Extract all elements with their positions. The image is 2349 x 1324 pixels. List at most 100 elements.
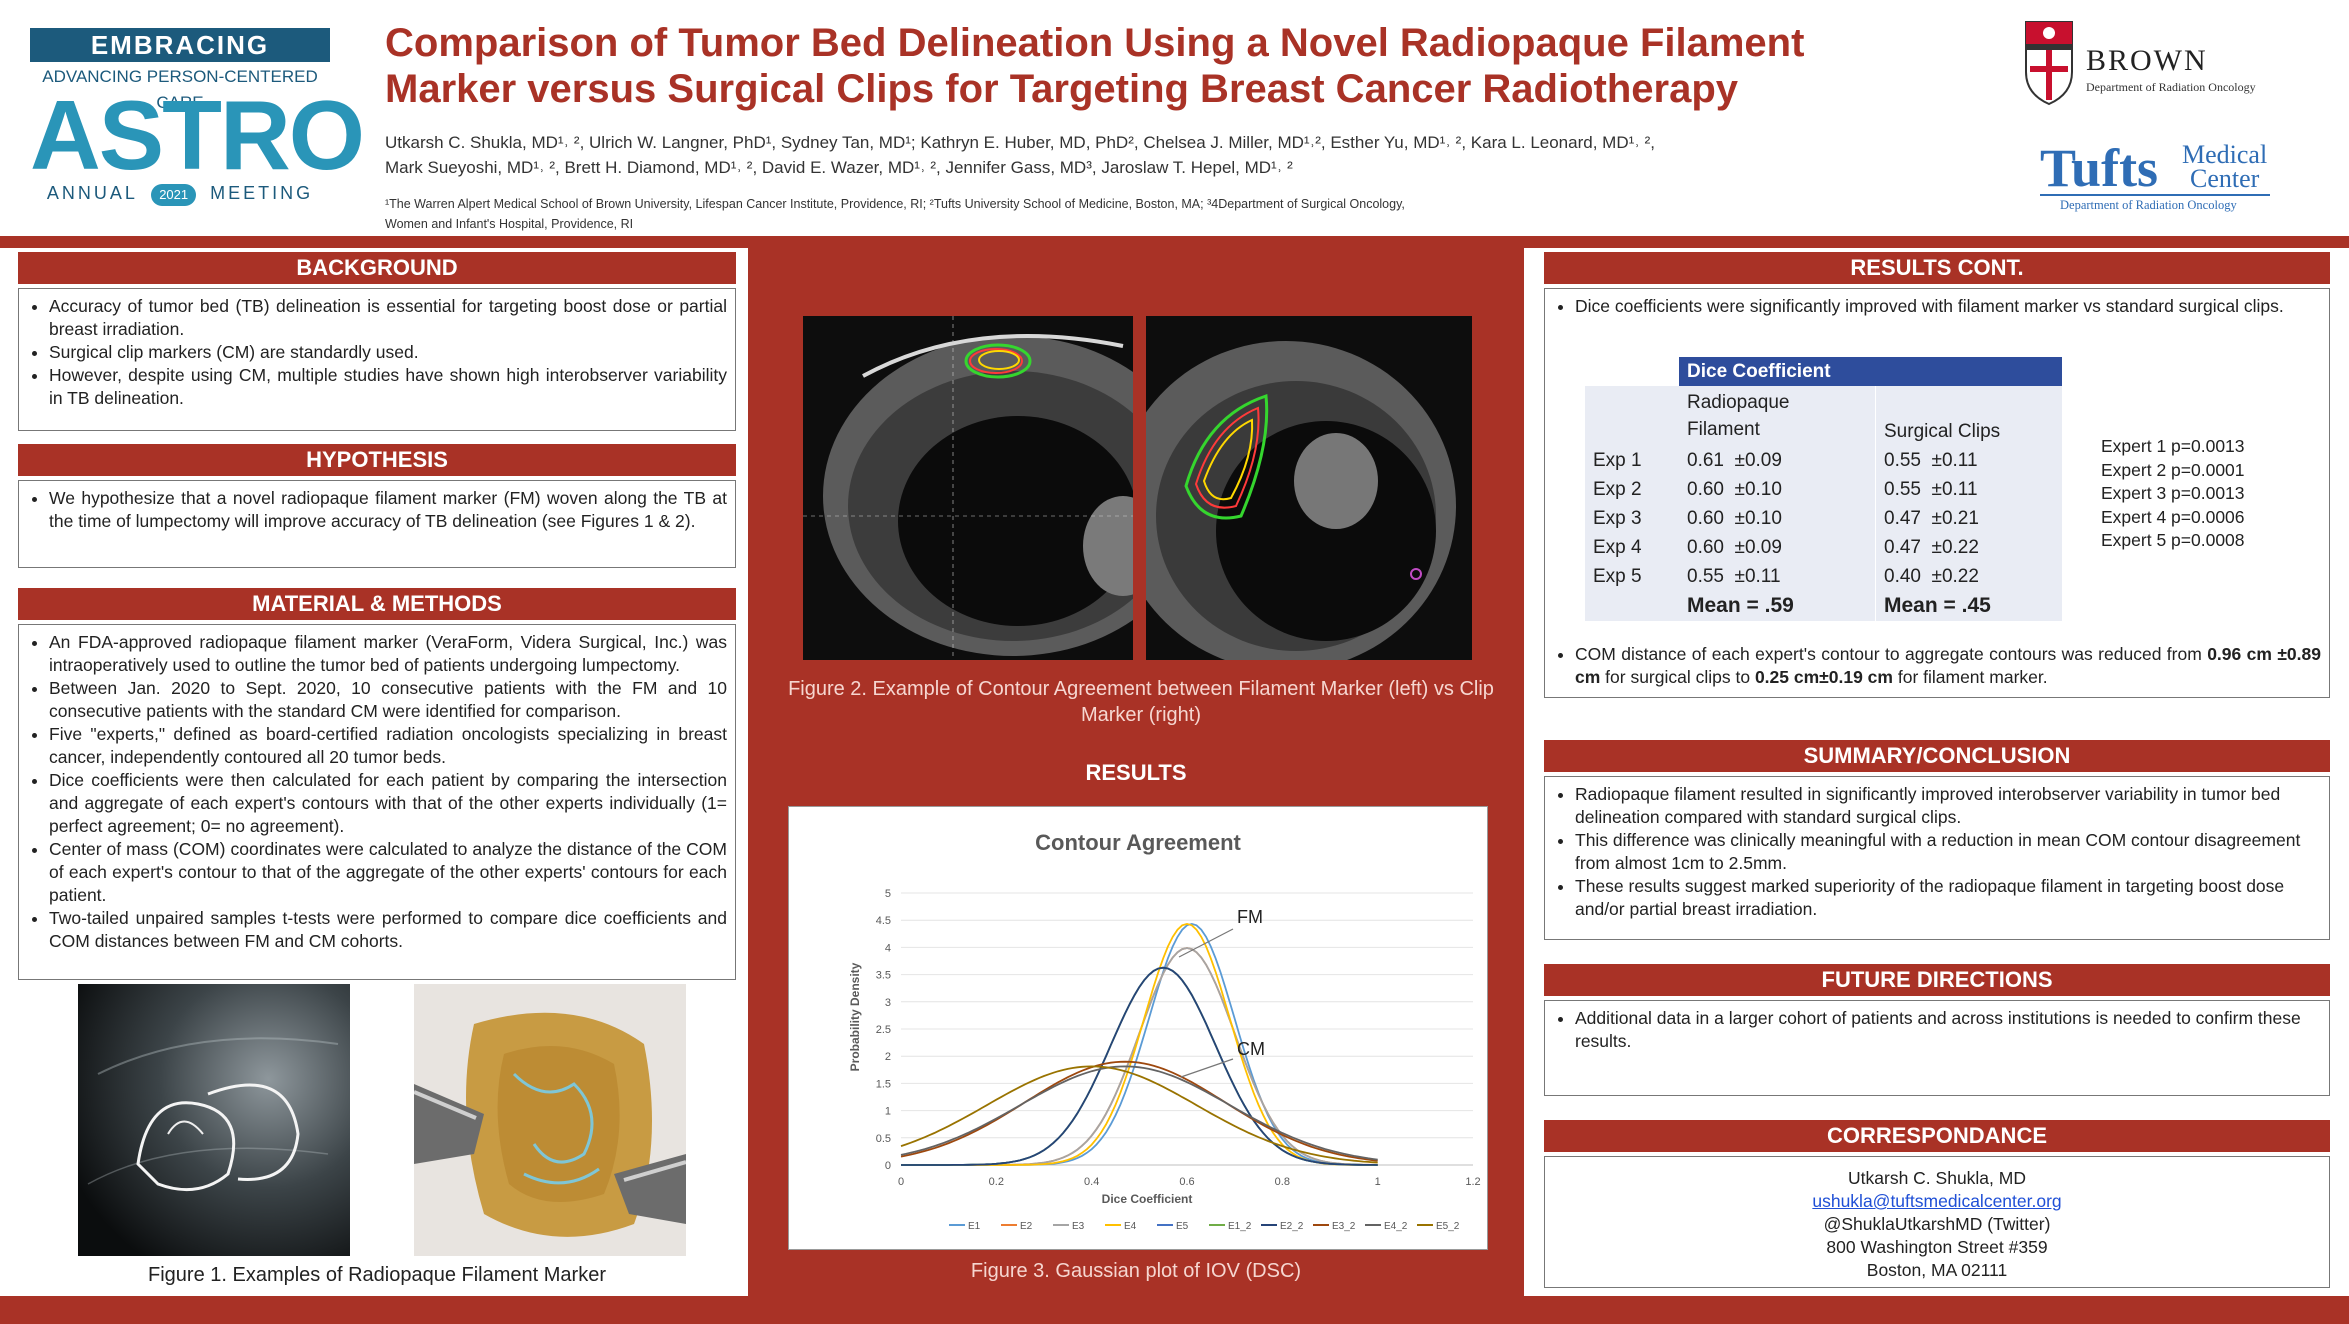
x-tick-label: 1 (1375, 1176, 1381, 1188)
contact-name: Utkarsh C. Shukla, MD (1848, 1168, 2026, 1188)
x-tick-label: 0.8 (1275, 1176, 1290, 1188)
row-label: Exp 5 (1585, 562, 1679, 591)
chart-title: Contour Agreement (1035, 830, 1241, 855)
authors-line2: Mark Sueyoshi, MD¹˒ ², Brett H. Diamond,… (385, 158, 1293, 177)
list-item: Dice coefficients were then calculated f… (49, 769, 727, 838)
gaussian-chart-svg: Contour Agreement 00.511.522.533.544.550… (848, 830, 1481, 1232)
list-item: Center of mass (COM) coordinates were ca… (49, 838, 727, 907)
correspondance-heading: CORRESPONDANCE (1544, 1120, 2330, 1152)
row-fm: 0.60 ±0.10 (1679, 475, 1876, 504)
list-item: An FDA-approved radiopaque filament mark… (49, 631, 727, 677)
row-cm: 0.47 ±0.21 (1875, 504, 2062, 533)
future-box: Additional data in a larger cohort of pa… (1544, 1000, 2330, 1096)
dice-col2-header: Surgical Clips (1875, 386, 2062, 446)
summary-list: Radiopaque filament resulted in signific… (1553, 783, 2321, 921)
com-value-cm: 0.96 cm ±0.89 cm (1575, 644, 2321, 687)
hypothesis-box: We hypothesize that a novel radiopaque f… (18, 480, 736, 568)
contact-address2: Boston, MA 02111 (1866, 1260, 2008, 1280)
author-list: Utkarsh C. Shukla, MD¹˒ ², Ulrich W. Lan… (385, 130, 1905, 180)
series-line-e1 (901, 922, 1378, 1166)
hypothesis-list: We hypothesize that a novel radiopaque f… (27, 487, 727, 533)
p-value: Expert 5 p=0.0008 (2101, 530, 2245, 550)
legend-label: E5_2 (1436, 1221, 1460, 1232)
logo-line1: EMBRACING CHANGE (30, 28, 330, 94)
footer-rule (0, 1296, 2349, 1324)
x-tick-label: 0.6 (1179, 1176, 1194, 1188)
affil-line1: ¹The Warren Alpert Medical School of Bro… (385, 197, 1405, 211)
com-text: for surgical clips to (1600, 667, 1755, 687)
row-cm: 0.55 ±0.11 (1875, 446, 2062, 475)
row-label: Exp 3 (1585, 504, 1679, 533)
affiliations: ¹The Warren Alpert Medical School of Bro… (385, 194, 1585, 234)
tufts-rule (2040, 194, 2270, 196)
list-item: However, despite using CM, multiple stud… (49, 364, 727, 410)
table-row: Exp 1 0.61 ±0.09 0.55 ±0.11 (1585, 446, 2062, 475)
annotation-cm: CM (1237, 1039, 1265, 1059)
p-value: Expert 1 p=0.0013 (2101, 436, 2245, 456)
list-item: These results suggest marked superiority… (1575, 875, 2321, 921)
tufts-sub2: Center (2190, 164, 2260, 193)
authors-line1: Utkarsh C. Shukla, MD¹˒ ², Ulrich W. Lan… (385, 133, 1656, 152)
table-row: Exp 4 0.60 ±0.09 0.47 ±0.22 (1585, 533, 2062, 562)
dice-table: Dice Coefficient Radiopaque Filament Surg… (1585, 357, 2062, 621)
results-cont-heading: RESULTS CONT. (1544, 252, 2330, 284)
y-axis-label: Probability Density (848, 962, 862, 1071)
figure2-ct-left (803, 316, 1133, 660)
legend-label: E2 (1020, 1221, 1033, 1232)
list-item: Surgical clip markers (CM) are standardl… (49, 341, 727, 364)
contact-address1: 800 Washington Street #359 (1826, 1237, 2048, 1257)
row-cm: 0.55 ±0.11 (1875, 475, 2062, 504)
list-item: We hypothesize that a novel radiopaque f… (49, 487, 727, 533)
row-fm: 0.55 ±0.11 (1679, 562, 1876, 591)
poster-title: Comparison of Tumor Bed Delineation Usin… (385, 21, 1805, 111)
y-tick-label: 0.5 (876, 1133, 891, 1145)
correspondance-box: Utkarsh C. Shukla, MD ushukla@tuftsmedic… (1544, 1156, 2330, 1288)
logo-line2: ADVANCING PERSON-CENTERED CARE (42, 67, 318, 112)
series-line-e5 (901, 966, 1378, 1166)
figure2-caption: Figure 2. Example of Contour Agreement b… (788, 678, 1494, 726)
y-tick-label: 1.5 (876, 1078, 891, 1090)
mean-cm: Mean = .45 (1875, 591, 2062, 621)
list-item: Two-tailed unpaired samples t-tests were… (49, 907, 727, 953)
y-tick-label: 5 (885, 888, 891, 900)
p-value: Expert 4 p=0.0006 (2101, 506, 2245, 527)
com-text: COM distance of each expert's contour to… (1575, 644, 2208, 664)
ct-scan-clips-illustration (1146, 316, 1472, 660)
series-line-e2-2 (901, 966, 1378, 1166)
logo-year-badge: 2021 (151, 184, 197, 206)
chart-axes: 0 0.5 1 1.5 2 2.5 3 3.5 4 4.5 5 0 0.2 0.4 0.6 0.8 1 1.2 (876, 888, 1481, 1188)
table-row: Mean = .59 Mean = .45 (1585, 591, 2062, 621)
legend-label: E3 (1072, 1221, 1085, 1232)
logo-big: ASTRO (30, 80, 365, 190)
annotation-fm-pointer (1178, 928, 1234, 958)
y-tick-label: 1 (885, 1106, 891, 1118)
future-heading: FUTURE DIRECTIONS (1544, 964, 2330, 996)
hypothesis-heading: HYPOTHESIS (18, 444, 736, 476)
contact-email-link[interactable]: ushukla@tuftsmedicalcenter.org (1812, 1191, 2062, 1211)
p-values: Expert 1 p=0.0013 Expert 2 p=0.0001 Expe… (2101, 435, 2245, 553)
p-value: Expert 2 p=0.0001 (2101, 459, 2245, 480)
com-text: for filament marker. (1892, 667, 2048, 687)
row-label: Exp 4 (1585, 533, 1679, 562)
background-list: Accuracy of tumor bed (TB) delineation i… (27, 295, 727, 410)
background-box: Accuracy of tumor bed (TB) delineation i… (18, 288, 736, 431)
tufts-name: Tufts (2040, 138, 2159, 198)
methods-list: An FDA-approved radiopaque filament mark… (27, 631, 727, 953)
col1-header-b: Filament (1687, 419, 1760, 440)
series-line-e5-2 (900, 1065, 1378, 1164)
row-fm: 0.61 ±0.09 (1679, 446, 1876, 475)
list-item: This difference was clinically meaningfu… (1575, 829, 2321, 875)
ct-scan-filament-illustration (803, 316, 1133, 660)
row-fm: 0.60 ±0.10 (1679, 504, 1876, 533)
figure2-ct-right (1146, 316, 1472, 660)
row-label: Exp 2 (1585, 475, 1679, 504)
series-line-e4 (901, 922, 1378, 1166)
row-cm: 0.40 ±0.22 (1875, 562, 2062, 591)
logo-annual: ANNUAL (46, 183, 138, 203)
logo-line3: ANNUAL 2021 MEETING (30, 180, 330, 206)
figure3-caption: Figure 3. Gaussian plot of IOV (DSC) (970, 1260, 1302, 1282)
legend-label: E1 (968, 1221, 981, 1232)
annotation-cm-pointer (1180, 1058, 1234, 1078)
annotation-fm: FM (1237, 907, 1263, 927)
table-row: Exp 5 0.55 ±0.11 0.40 ±0.22 (1585, 562, 2062, 591)
